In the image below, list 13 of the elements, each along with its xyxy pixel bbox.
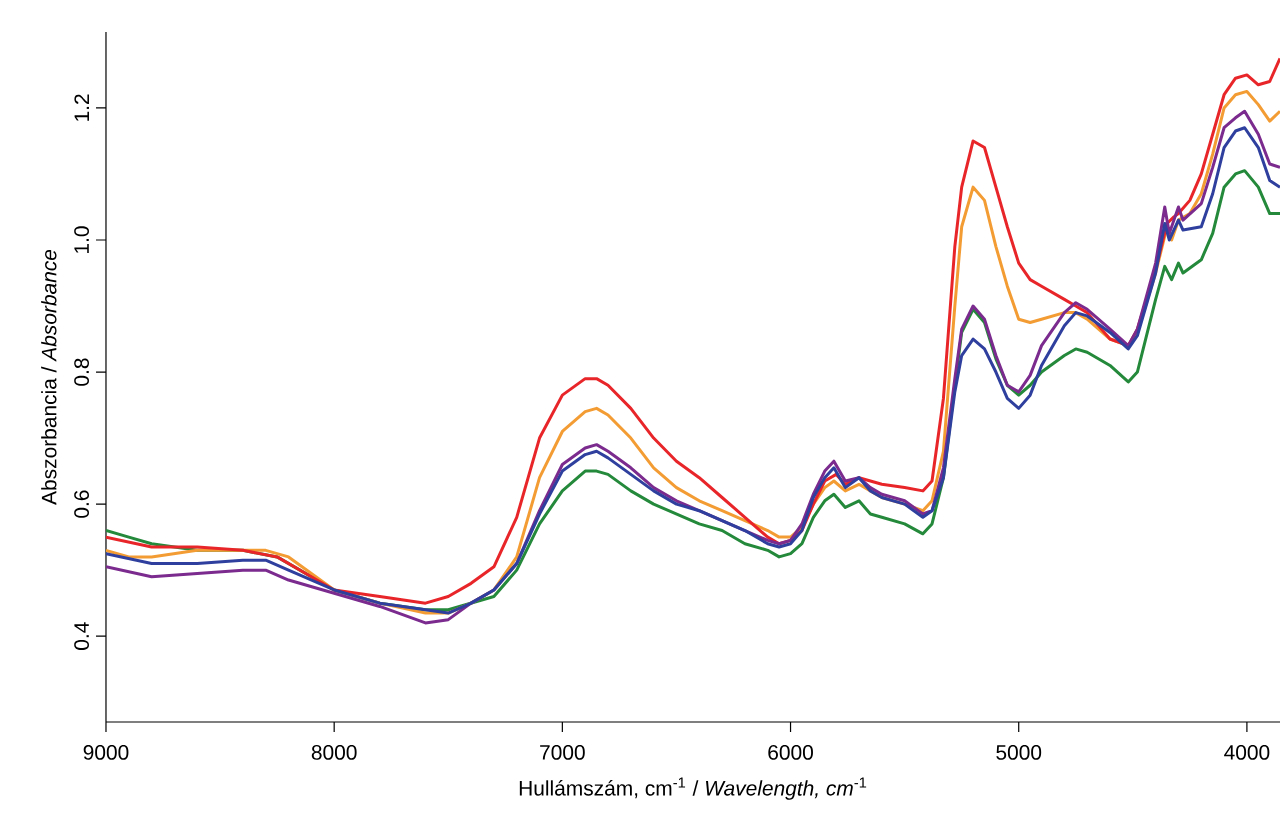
y-tick-label: 1.0 (74, 226, 89, 253)
y-tick-label: 0.4 (74, 622, 89, 650)
x-tick-label: 8000 (311, 744, 357, 760)
x-tick-label: 4000 (1224, 744, 1270, 760)
x-axis-title: Hullámszám, cm$^{-1}$ / Wavelength, cm$^{-1}$ (519, 777, 867, 800)
x-tick-label: 5000 (996, 744, 1042, 760)
y-tick-label: 0.8 (74, 358, 89, 386)
x-tick-label: 7000 (540, 744, 585, 760)
x-tick-label: 9000 (83, 744, 129, 760)
y-tick-label: 0.6 (74, 490, 89, 518)
y-axis-title: Abszorbancia / Absorbance (41, 249, 57, 505)
x-tick-label: 6000 (768, 744, 813, 760)
y-tick-label: 1.2 (74, 94, 89, 121)
